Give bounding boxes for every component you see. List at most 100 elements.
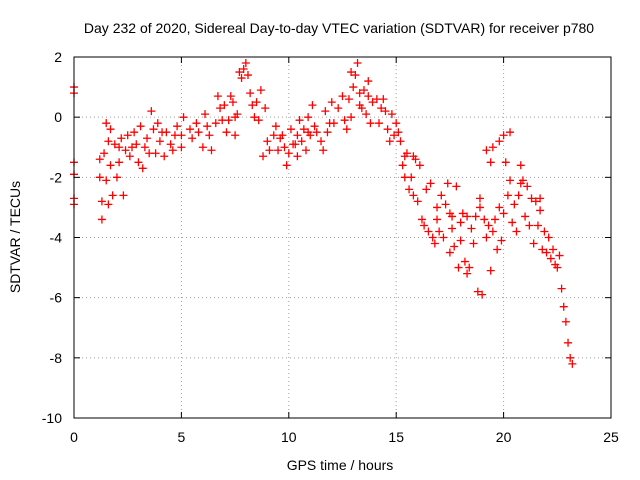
data-point [155, 137, 164, 146]
x-tick-label: 15 [388, 429, 404, 445]
data-point [516, 161, 525, 170]
data-point [158, 128, 167, 137]
data-point [465, 263, 474, 272]
data-point [211, 119, 220, 128]
data-point [437, 191, 446, 200]
data-point [115, 158, 124, 167]
data-point [426, 179, 435, 188]
data-point [104, 200, 113, 209]
data-point [140, 143, 149, 152]
data-point [106, 161, 115, 170]
data-point [493, 245, 502, 254]
x-tick-label: 20 [496, 429, 512, 445]
data-point [523, 182, 532, 191]
data-point [177, 143, 186, 152]
data-point [405, 185, 414, 194]
data-point [100, 149, 109, 158]
data-point [469, 239, 478, 248]
data-point [482, 146, 491, 155]
data-point [549, 245, 558, 254]
data-point [409, 191, 418, 200]
data-point [435, 227, 444, 236]
data-point [170, 131, 179, 140]
data-point [304, 113, 313, 122]
axis-ticks: 0 5 10 15 20 25 -10 -8 -6 -4 -2 0 2 [42, 49, 619, 445]
data-point [295, 116, 304, 125]
data-point [153, 119, 162, 128]
data-point [248, 101, 257, 110]
data-point [566, 353, 575, 362]
data-point [475, 194, 484, 203]
data-point [486, 266, 495, 275]
data-point [495, 203, 504, 212]
data-point [192, 119, 201, 128]
data-point [471, 212, 480, 221]
data-point [132, 140, 141, 149]
data-point [347, 113, 356, 122]
x-axis-label: GPS time / hours [287, 457, 394, 473]
data-point [385, 137, 394, 146]
data-point [125, 152, 134, 161]
data-point [237, 74, 246, 83]
y-tick-label: -6 [50, 290, 63, 306]
data-point [256, 86, 265, 95]
data-point [445, 248, 454, 257]
data-point [366, 119, 375, 128]
data-point [411, 155, 420, 164]
data-point [417, 215, 426, 224]
y-axis-label: SDTVAR / TECUs [7, 181, 23, 293]
data-point [222, 128, 231, 137]
data-point [102, 176, 111, 185]
data-point [396, 137, 405, 146]
data-point [368, 98, 377, 107]
data-point [540, 227, 549, 236]
data-point [460, 257, 469, 266]
data-point [218, 116, 227, 125]
data-point [110, 140, 119, 149]
data-point [362, 110, 371, 119]
data-point [138, 164, 147, 173]
data-point [95, 155, 104, 164]
data-point [228, 98, 237, 107]
y-tick-label: -4 [50, 230, 63, 246]
data-point [375, 119, 384, 128]
data-point [536, 194, 545, 203]
y-tick-label: 0 [54, 109, 62, 125]
data-point [542, 248, 551, 257]
data-point [243, 71, 252, 80]
data-point [278, 131, 287, 140]
data-point [112, 173, 121, 182]
y-tick-label: -10 [42, 410, 62, 426]
data-point [261, 104, 270, 113]
data-point [381, 107, 390, 116]
data-point [559, 302, 568, 311]
data-point [568, 359, 577, 368]
data-point [104, 137, 113, 146]
data-point [231, 131, 240, 140]
data-point [241, 59, 250, 68]
data-point [359, 86, 368, 95]
data-point [271, 122, 280, 131]
data-point [282, 161, 291, 170]
data-point [564, 338, 573, 347]
data-point [448, 224, 457, 233]
data-point [448, 212, 457, 221]
data-point [269, 131, 278, 140]
data-point [355, 101, 364, 110]
data-point [486, 158, 495, 167]
data-point [424, 227, 433, 236]
data-point [458, 209, 467, 218]
data-point [291, 140, 300, 149]
data-points [70, 59, 577, 368]
data-point [364, 77, 373, 86]
data-point [284, 149, 293, 158]
data-point [160, 152, 169, 161]
data-point [506, 176, 515, 185]
data-point [203, 122, 212, 131]
data-point [179, 113, 188, 122]
data-point [529, 239, 538, 248]
data-point [106, 125, 115, 134]
data-point [506, 128, 515, 137]
data-point [301, 146, 310, 155]
y-tick-label: 2 [54, 49, 62, 65]
